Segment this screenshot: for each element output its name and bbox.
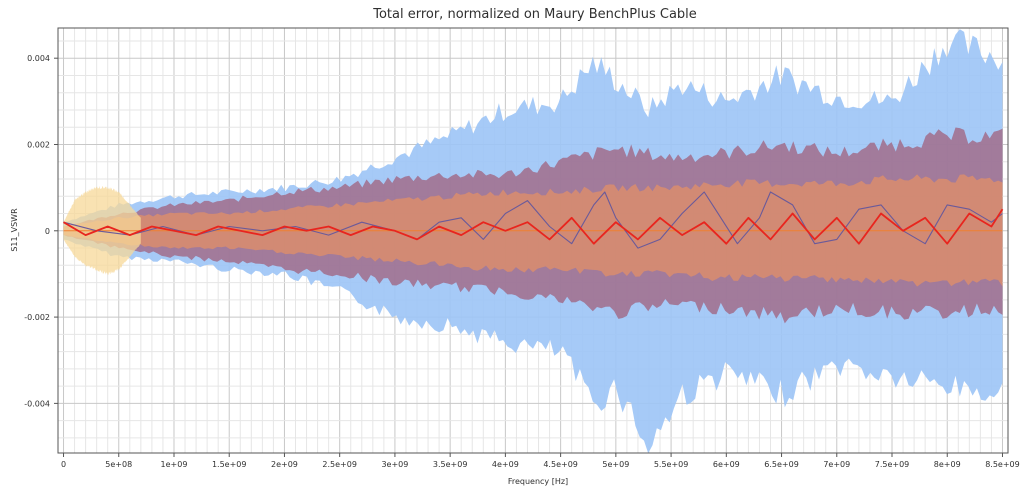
x-tick-label: 4e+09 [492, 460, 519, 469]
x-tick-label: 3e+09 [381, 460, 408, 469]
x-tick-label: 4.5e+09 [543, 460, 578, 469]
y-tick-label: 0.004 [27, 54, 50, 63]
x-tick-label: 5e+08 [105, 460, 132, 469]
y-ticks: -0.004 -0.002 0 0.002 0.004 [24, 54, 58, 408]
x-tick-label: 5.5e+09 [654, 460, 689, 469]
y-tick-label: -0.004 [24, 399, 50, 408]
x-ticks: 0 5e+08 1e+09 1.5e+09 2e+09 2.5e+09 3e+09 3.5e+… [61, 453, 1020, 469]
y-axis-label: S11_VSWR [10, 208, 19, 252]
chart-title: Total error, normalized on Maury BenchPl… [373, 7, 697, 22]
x-tick-label: 5e+09 [602, 460, 629, 469]
x-tick-label: 1e+09 [161, 460, 188, 469]
x-tick-label: 2e+09 [271, 460, 298, 469]
x-tick-label: 0 [61, 460, 66, 469]
x-tick-label: 7e+09 [823, 460, 850, 469]
x-tick-label: 1.5e+09 [212, 460, 247, 469]
x-axis-label: Frequency [Hz] [508, 477, 568, 486]
x-tick-label: 8.5e+09 [985, 460, 1020, 469]
x-tick-label: 3.5e+09 [433, 460, 468, 469]
plot-frame [57, 27, 1009, 454]
x-tick-label: 8e+09 [934, 460, 961, 469]
x-tick-label: 7.5e+09 [875, 460, 910, 469]
red-line [63, 208, 1004, 245]
x-tick-label: 6e+09 [713, 460, 740, 469]
x-tick-label: 6.5e+09 [764, 460, 799, 469]
y-tick-label: 0 [45, 227, 50, 236]
x-tick-label: 2.5e+09 [322, 460, 357, 469]
y-tick-label: -0.002 [24, 313, 50, 322]
y-tick-label: 0.002 [27, 140, 50, 149]
purple-line [63, 191, 1003, 249]
series-lines [63, 191, 1004, 249]
